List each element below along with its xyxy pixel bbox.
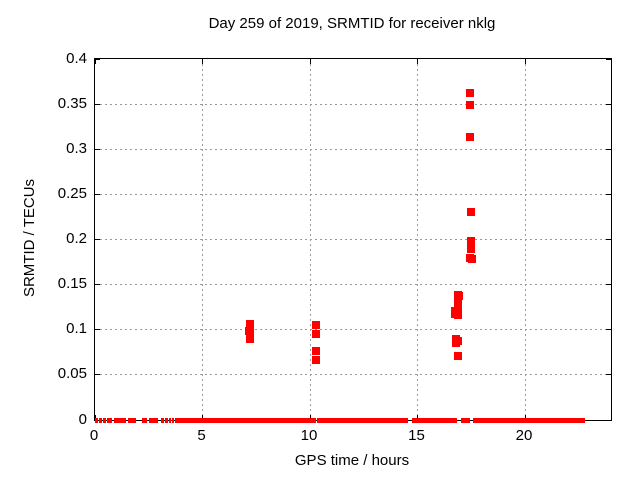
x-tick-label: 5	[197, 427, 206, 444]
y-tick-label: 0.3	[66, 139, 87, 157]
gridline-horizontal	[95, 148, 611, 150]
y-tick-label: 0.4	[66, 49, 87, 67]
zero-band-segment	[113, 417, 126, 423]
data-point-marker	[453, 351, 462, 360]
tick-mark	[95, 329, 100, 331]
x-tick-label: 20	[515, 427, 533, 444]
tick-mark	[95, 374, 100, 376]
tick-mark	[606, 103, 611, 105]
tick-mark	[94, 59, 96, 64]
zero-band-segment	[165, 417, 169, 423]
gridline-horizontal	[95, 329, 611, 331]
x-tick-label: 10	[300, 427, 318, 444]
data-point-marker	[465, 89, 474, 98]
gridline-vertical	[309, 59, 311, 420]
tick-mark	[95, 239, 100, 240]
data-point-marker	[312, 346, 321, 355]
tick-mark	[202, 59, 203, 64]
data-point-marker	[466, 237, 475, 246]
plot-area	[94, 58, 612, 423]
data-point-marker	[312, 355, 321, 364]
data-point-marker	[312, 330, 321, 339]
zero-band-segment	[95, 417, 98, 423]
tick-mark	[606, 148, 611, 150]
zero-band-segment	[160, 417, 164, 423]
data-point-marker	[465, 101, 474, 110]
tick-mark	[95, 148, 100, 150]
zero-band-segment	[99, 417, 103, 423]
tick-mark	[95, 284, 100, 286]
tick-mark	[606, 193, 611, 195]
gridline-horizontal	[95, 193, 611, 195]
y-tick-label: 0.35	[57, 94, 87, 112]
data-point-marker	[466, 245, 475, 254]
tick-mark	[606, 58, 611, 60]
y-tick-label: 0.2	[66, 230, 87, 247]
gridline-vertical	[417, 59, 418, 420]
x-axis-label: GPS time / hours	[294, 452, 410, 469]
zero-band-segment	[103, 417, 106, 423]
y-tick-label: 0	[78, 410, 87, 428]
gridline-vertical	[524, 59, 526, 420]
tick-mark	[524, 59, 526, 64]
tick-mark	[417, 59, 418, 64]
gridline-horizontal	[95, 284, 611, 286]
data-point-marker	[245, 320, 254, 329]
data-point-marker	[467, 207, 476, 216]
y-tick-label: 0.25	[57, 184, 87, 202]
data-point-marker	[465, 132, 474, 141]
gridline-horizontal	[95, 103, 611, 105]
zero-band-segment	[461, 417, 471, 423]
gridline-horizontal	[95, 239, 611, 240]
zero-band-segment	[472, 417, 586, 423]
x-tick-label: 0	[89, 427, 99, 444]
data-point-marker	[245, 334, 254, 343]
data-point-marker	[467, 255, 476, 264]
tick-mark	[95, 103, 100, 105]
chart-title: Day 259 of 2019, SRMTID for receiver nkl…	[208, 15, 496, 32]
tick-mark	[95, 193, 100, 195]
tick-mark	[606, 419, 611, 421]
tick-mark	[95, 58, 100, 60]
tick-mark	[606, 284, 611, 286]
y-tick-label: 0.15	[57, 275, 87, 293]
data-point-marker	[453, 311, 462, 320]
zero-band-segment	[127, 417, 137, 423]
zero-band-segment	[412, 417, 458, 423]
zero-band-segment	[142, 417, 148, 423]
tick-mark	[606, 239, 611, 240]
zero-band-segment	[317, 417, 409, 423]
tick-mark	[606, 329, 611, 331]
zero-band-segment	[174, 417, 316, 423]
gridline-vertical	[202, 59, 203, 420]
data-point-marker	[451, 339, 460, 348]
y-tick-label: 0.05	[57, 365, 87, 383]
tick-mark	[309, 59, 311, 64]
tick-mark	[606, 374, 611, 376]
y-tick-label: 0.1	[66, 320, 87, 338]
zero-band-segment	[168, 417, 171, 423]
zero-band-segment	[148, 417, 159, 423]
zero-band-segment	[106, 417, 112, 423]
data-point-marker	[312, 321, 321, 330]
gridline-horizontal	[95, 374, 611, 376]
zero-band-segment	[171, 417, 174, 423]
x-tick-label: 15	[408, 427, 425, 444]
